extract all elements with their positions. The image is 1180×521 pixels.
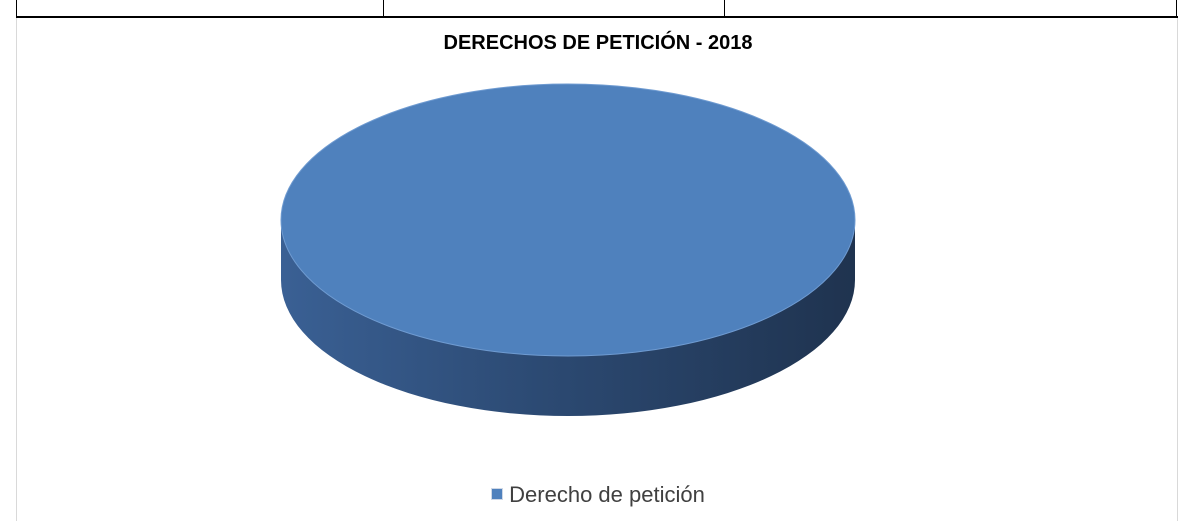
pie-slice [280, 83, 856, 357]
pie-slice-side [281, 220, 855, 416]
table-col-divider [16, 0, 17, 18]
legend-label: Derecho de petición [509, 482, 705, 507]
chart-title: DERECHOS DE PETICIÓN - 2018 [443, 32, 753, 54]
table-col-divider [1176, 0, 1177, 18]
legend-swatch [491, 488, 504, 501]
pie-chart: DERECHOS DE PETICIÓN - 2018 Derecho de p… [16, 18, 1178, 521]
table-col-divider [383, 0, 384, 18]
chart-legend: Derecho de petición [17, 482, 1179, 508]
table-col-divider [724, 0, 725, 18]
table-border-strip [16, 0, 1178, 18]
pie-chart-plot [280, 83, 856, 416]
